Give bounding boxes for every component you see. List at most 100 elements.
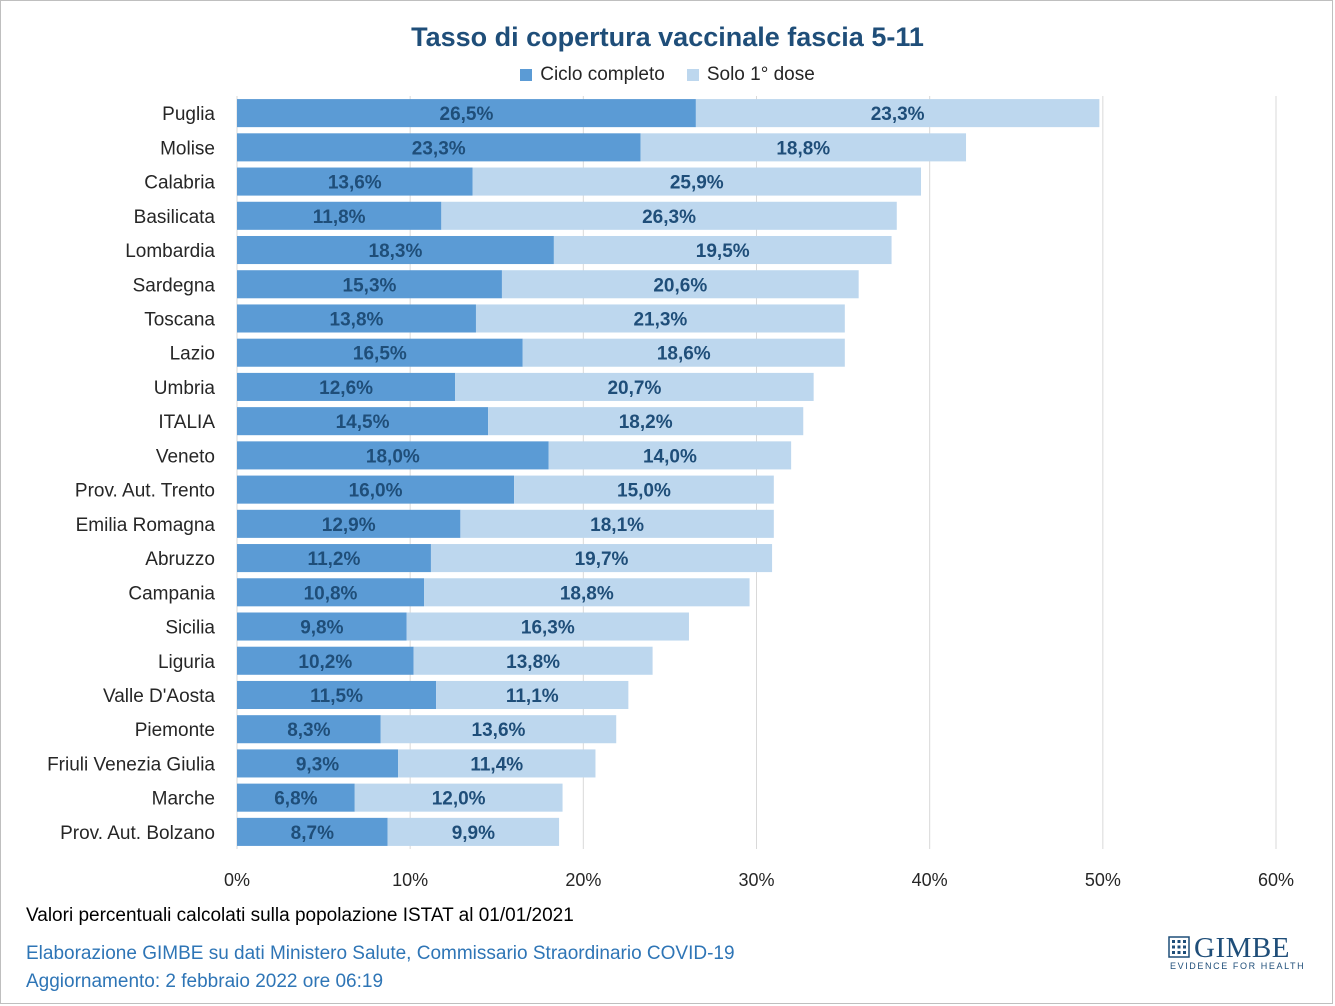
bar-solo-1-dose [472,167,922,196]
data-label: 13,8% [506,652,560,673]
data-label: 13,6% [472,720,526,741]
data-label: 9,3% [296,754,339,775]
data-label: 14,0% [643,446,697,467]
data-label: 18,2% [619,412,673,433]
data-label: 18,8% [560,583,614,604]
bar-solo-1-dose [441,201,897,230]
bar-ciclo-completo [237,578,425,607]
data-label: 18,8% [776,138,830,159]
bar-solo-1-dose [514,475,774,504]
category-label: Puglia [162,104,215,125]
data-label: 10,8% [304,583,358,604]
category-label: Abruzzo [145,549,215,570]
x-tick-label: 60% [1258,870,1294,890]
category-label: Valle D'Aosta [103,686,215,707]
data-label: 16,3% [521,618,575,639]
bar-ciclo-completo [237,338,523,367]
data-label: 9,8% [300,618,343,639]
bar-ciclo-completo [237,304,476,333]
legend: Ciclo completo Solo 1° dose [0,64,1335,86]
legend-item-dose1: Solo 1° dose [686,64,815,86]
bar-ciclo-completo [237,749,399,778]
bar-solo-1-dose [354,783,563,812]
bar-ciclo-completo [237,133,641,162]
bar-solo-1-dose [548,441,792,470]
legend-label-dose1: Solo 1° dose [706,64,815,85]
data-label: 8,3% [287,720,330,741]
data-label: 20,6% [653,275,707,296]
logo-tagline: EVIDENCE FOR HEALTH [1170,961,1306,971]
legend-item-ciclo: Ciclo completo [520,64,665,86]
bar-solo-1-dose [430,544,773,573]
category-label: Friuli Venezia Giulia [47,754,215,775]
bar-ciclo-completo [237,783,355,812]
bar-solo-1-dose [398,749,596,778]
data-label: 11,5% [310,686,363,707]
bar-ciclo-completo [237,612,407,641]
logo-wordmark: GIMBE [1194,932,1290,964]
data-label: 19,5% [696,241,750,262]
x-tick-label: 50% [1085,870,1121,890]
bar-ciclo-completo [237,372,456,401]
x-tick-label: 0% [224,870,250,890]
bar-ciclo-completo [237,646,414,675]
data-label: 19,7% [575,549,629,570]
population-note: Valori percentuali calcolati sulla popol… [26,905,574,926]
legend-swatch-dose1 [686,69,699,81]
category-label: Marche [152,789,215,810]
bar-solo-1-dose [406,612,689,641]
bar-ciclo-completo [237,235,554,265]
bar-ciclo-completo [237,167,473,196]
bar-solo-1-dose [424,578,750,607]
bar-ciclo-completo [237,475,515,504]
bar-ciclo-completo [237,441,549,470]
category-label: Toscana [144,309,215,330]
category-label: Liguria [158,652,215,673]
legend-swatch-ciclo [520,69,533,81]
category-label: Lazio [170,344,215,365]
data-label: 23,3% [871,104,925,125]
x-tick-label: 20% [565,870,601,890]
bar-solo-1-dose [553,235,892,265]
bar-ciclo-completo [237,201,442,230]
bar-solo-1-dose [380,715,617,744]
data-label: 11,4% [470,754,523,775]
category-label: Prov. Aut. Trento [75,481,215,502]
bar-solo-1-dose [522,338,845,367]
data-label: 14,5% [336,412,390,433]
bar-ciclo-completo [237,680,437,710]
data-label: 11,1% [506,686,559,707]
credit-line: Elaborazione GIMBE su dati Ministero Sal… [26,943,735,964]
category-label: Sicilia [165,618,215,639]
bar-solo-1-dose [413,646,653,675]
source-credit: Elaborazione GIMBE su dati Ministero Sal… [26,940,735,996]
category-label: Lombardia [125,241,215,262]
x-tick-label: 40% [912,870,948,890]
category-label: Molise [160,138,215,159]
bar-solo-1-dose [501,270,859,299]
bar-solo-1-dose [475,304,845,333]
data-label: 16,5% [353,344,407,365]
data-label: 12,6% [319,378,373,399]
bar-ciclo-completo [237,270,502,299]
data-label: 10,2% [298,652,352,673]
x-tick-label: 30% [738,870,774,890]
bar-solo-1-dose [640,133,967,162]
data-label: 11,8% [313,207,366,228]
data-label: 18,0% [366,446,420,467]
data-label: 11,2% [308,549,361,570]
bar-solo-1-dose [695,99,1100,128]
data-label: 18,3% [369,241,423,262]
legend-label-ciclo: Ciclo completo [540,64,665,85]
category-label: Piemonte [135,720,215,741]
bar-solo-1-dose [488,407,804,436]
bar-solo-1-dose [436,680,629,710]
data-label: 13,8% [330,309,384,330]
data-label: 26,3% [642,207,696,228]
bar-ciclo-completo [237,817,388,846]
chart-title: Tasso di copertura vaccinale fascia 5-11 [411,22,924,52]
category-label: Basilicata [134,207,216,228]
data-label: 8,7% [291,823,334,844]
bar-solo-1-dose [460,509,774,538]
